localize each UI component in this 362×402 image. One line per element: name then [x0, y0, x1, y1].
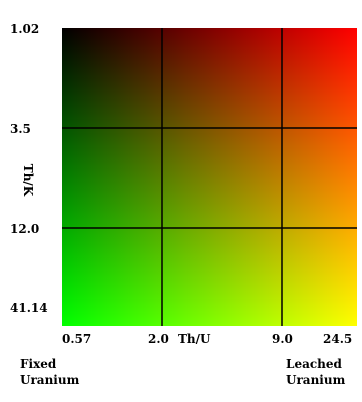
x-high-end-label: Leached Uranium	[286, 356, 345, 388]
y-tick-label: 41.14	[10, 301, 48, 315]
y-axis-label: Th/K	[21, 164, 35, 197]
grid-lines	[62, 28, 357, 326]
green-gradient-layer	[62, 28, 357, 326]
color-field	[62, 28, 357, 326]
y-tick-label: 12.0	[10, 222, 39, 236]
x-tick-label: 2.0	[148, 332, 169, 346]
y-axis-ticks: 1.02 3.5 12.0 41.14	[10, 22, 48, 315]
x-low-end-label: Fixed Uranium	[20, 356, 79, 388]
y-tick-label: 3.5	[10, 122, 31, 136]
x-axis-label: Th/U	[178, 332, 211, 346]
x-tick-label: 9.0	[272, 332, 293, 346]
x-high-end-label-line-2: Uranium	[286, 373, 346, 387]
x-low-end-label-line-2: Uranium	[20, 373, 80, 387]
x-axis-ticks: 0.57 2.0 9.0 24.5 Th/U	[62, 332, 352, 346]
x-low-end-label-line-1: Fixed	[20, 357, 57, 371]
x-high-end-label-line-1: Leached	[286, 357, 342, 371]
x-tick-label: 0.57	[62, 332, 91, 346]
x-tick-label: 24.5	[323, 332, 352, 346]
y-tick-label: 1.02	[10, 22, 39, 36]
